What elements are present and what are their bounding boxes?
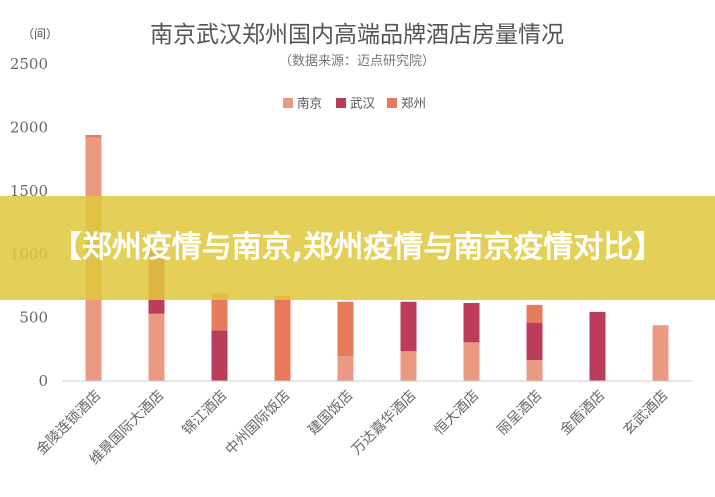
bar-segment — [274, 296, 291, 381]
bar-segment — [400, 301, 417, 352]
bar-segment — [337, 356, 354, 381]
legend-swatch — [336, 98, 346, 108]
y-tick-label: 0 — [38, 372, 48, 390]
bar-segment — [463, 303, 480, 343]
bar-segment — [652, 325, 669, 381]
x-tick-label: 恒大酒店 — [431, 388, 482, 439]
x-tick-label: 丽呈酒店 — [494, 388, 545, 439]
legend-label: 南京 — [297, 96, 322, 111]
bar-segment — [463, 342, 480, 381]
bar-segment — [526, 304, 543, 323]
x-tick-label: 锦江酒店 — [179, 387, 231, 439]
chart-subtitle: （数据来源：迈点研究院） — [279, 54, 435, 69]
headline-text: 【郑州疫情与南京,郑州疫情与南京疫情对比】 — [51, 230, 664, 265]
y-tick-label: 2500 — [10, 55, 48, 73]
bar-segment — [337, 301, 354, 357]
x-tick-label: 金陵连锁酒店 — [34, 388, 105, 459]
legend-label: 郑州 — [401, 96, 426, 111]
y-tick-label: 500 — [19, 309, 48, 327]
x-tick-label: 中州国际饭店 — [223, 388, 294, 459]
x-tick-label: 金盾酒店 — [557, 388, 608, 439]
bar-segment — [85, 135, 102, 138]
headline-banner: 【郑州疫情与南京,郑州疫情与南京疫情对比】 — [0, 196, 715, 300]
bar-segment — [526, 322, 543, 361]
legend: 南京 武汉 郑州 — [283, 96, 426, 111]
bar-segment — [526, 360, 543, 381]
legend-swatch — [387, 98, 397, 108]
x-tick-label: 玄武酒店 — [620, 387, 672, 439]
x-tick-label: 建国饭店 — [305, 388, 356, 439]
bar-segment — [589, 311, 606, 381]
x-tick-label: 万达嘉华酒店 — [349, 388, 420, 459]
y-tick-label: 1500 — [10, 182, 48, 200]
bar-segment — [211, 330, 228, 381]
bar-segment — [400, 351, 417, 381]
bar-segment — [211, 293, 228, 331]
legend-swatch — [283, 98, 293, 108]
y-tick-label: 2000 — [10, 118, 48, 136]
chart-title: 南京武汉郑州国内高端品牌酒店房量情况 — [150, 22, 564, 48]
y-axis-unit-label: （间） — [22, 27, 58, 41]
legend-label: 武汉 — [350, 96, 376, 111]
bar-segment — [148, 313, 165, 381]
